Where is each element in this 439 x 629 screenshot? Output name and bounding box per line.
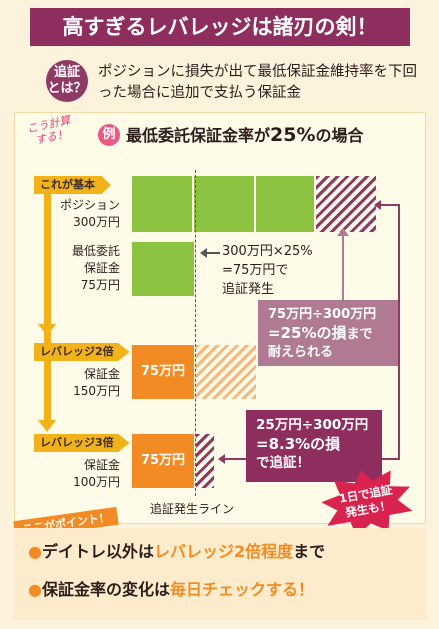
position-bar-seg-1	[132, 176, 192, 232]
point-1-text-c: まで	[293, 542, 326, 561]
points-panel	[14, 528, 426, 620]
lev2-box-line2a: =25%の損	[268, 324, 347, 342]
calc-note-pointer	[206, 252, 220, 254]
label-leverage-2x-line1: 保証金	[83, 367, 120, 381]
example-title-value: 25%	[270, 124, 316, 146]
lev3-loss-hatch	[196, 434, 214, 488]
page-title: 高すぎるレバレッジは諸刃の剣！	[30, 8, 410, 46]
calc-note-pointer-head	[200, 248, 207, 258]
progression-arrowhead-1	[38, 324, 56, 336]
point-2-highlight: 毎日チェックする！	[169, 580, 314, 599]
point-bullet-icon: ●	[28, 580, 42, 599]
point-bullet-icon: ●	[28, 542, 42, 561]
label-position: ポジション 300万円	[36, 197, 120, 231]
label-position-line1: ポジション	[59, 198, 120, 212]
lev2-box-line1: 75万円÷300万円	[268, 307, 377, 322]
point-2-text-a: 保証金率の変化は	[41, 580, 170, 599]
calc-note-line1: 300万円×25%	[222, 244, 313, 259]
label-min-margin-line2: 保証金	[83, 261, 120, 275]
progression-arrow	[44, 190, 51, 428]
lev3-margin-bar: 75万円	[132, 434, 194, 488]
question-badge-line2: とは？	[47, 81, 87, 96]
calc-note-line3: 追証発生	[222, 282, 275, 297]
example-title-suffix: の場合	[315, 126, 364, 145]
tag-leverage-3x: レバレッジ3倍	[34, 434, 130, 452]
lev3-box-line3: で追証！	[256, 455, 310, 471]
lev3-explanation-box: 25万円÷300万円 =8.3%の損 で追証！	[246, 410, 382, 482]
question-definition: ポジションに損失が出て最低保証金維持率を下回った場合に追加で支払う保証金	[98, 64, 417, 101]
lev3-connector-bottom	[382, 458, 400, 460]
lev2-explanation-box: 75万円÷300万円 =25%の損まで 耐えられる	[258, 300, 398, 366]
lev3-box-line2: =8.3%の損	[256, 435, 341, 453]
label-min-margin-line3: 75万円	[80, 278, 120, 292]
label-leverage-3x-line2: 100万円	[73, 475, 120, 489]
question-badge: 追証 とは？	[46, 60, 88, 102]
example-title-prefix: 最低委託保証金率が	[126, 126, 271, 145]
position-bar-seg-2	[194, 176, 254, 232]
lev3-connector-top	[380, 204, 398, 206]
min-margin-bar	[132, 242, 194, 296]
calc-note: 300万円×25% =75万円で 追証発生	[222, 242, 330, 299]
tag-leverage-2x: レバレッジ2倍	[34, 343, 130, 361]
point-item-1: ●デイトレ以外はレバレッジ2倍程度まで	[28, 540, 325, 564]
point-1-text-a: デイトレ以外は	[41, 542, 154, 561]
label-min-margin-line1: 最低委託	[71, 244, 120, 258]
calc-note-line2: =75万円で	[222, 263, 289, 278]
lev3-pointer	[224, 458, 246, 460]
lev2-box-line2b: まで	[346, 327, 373, 342]
position-loss-hatch	[316, 176, 376, 232]
label-leverage-3x-line1: 保証金	[83, 458, 120, 472]
lev2-margin-bar: 75万円	[132, 345, 194, 399]
example-title: 最低委託保証金率が25%の場合	[126, 123, 364, 148]
lev2-connector	[342, 232, 344, 300]
position-bar-seg-3	[256, 176, 314, 232]
lev2-connector-head	[337, 228, 349, 236]
lev2-box-line3: 耐えられる	[268, 345, 334, 360]
label-leverage-3x: 保証金 100万円	[36, 457, 120, 491]
lev2-loss-hatch	[196, 345, 256, 399]
point-item-2: ●保証金率の変化は毎日チェックする！	[28, 578, 314, 602]
label-position-line2: 300万円	[73, 215, 120, 229]
tag-basic: これが基本	[34, 176, 111, 194]
lev3-box-line1: 25万円÷300万円	[256, 417, 369, 433]
label-leverage-2x: 保証金 150万円	[36, 366, 120, 400]
question-badge-line1: 追証	[53, 65, 80, 80]
lev3-pointer-head	[218, 454, 225, 464]
margin-call-line	[195, 170, 196, 496]
label-leverage-2x-line2: 150万円	[73, 384, 120, 398]
point-1-highlight: レバレッジ2倍程度	[153, 542, 294, 561]
label-min-margin: 最低委託 保証金 75万円	[36, 243, 120, 294]
lev3-connector	[398, 204, 400, 460]
example-badge: 例	[98, 124, 120, 146]
margin-call-line-label: 追証発生ライン	[150, 502, 235, 516]
lev3-connector-head	[374, 200, 381, 210]
progression-arrowhead-2	[38, 420, 56, 432]
